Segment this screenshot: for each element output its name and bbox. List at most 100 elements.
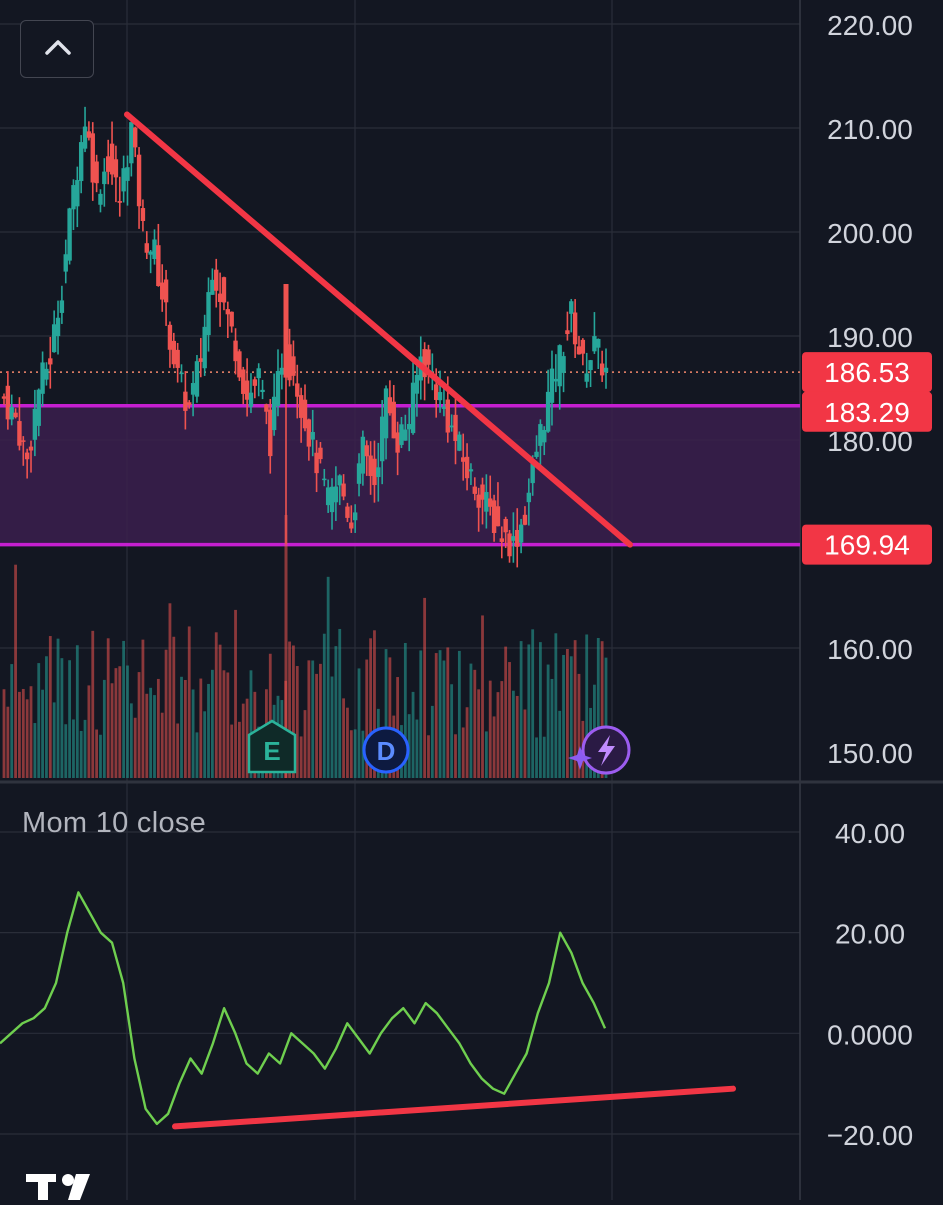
- volume-bar: [29, 686, 33, 778]
- volume-bar: [469, 663, 473, 778]
- momentum-axis-tick: 0.0000: [827, 1019, 913, 1050]
- volume-bar: [75, 645, 79, 778]
- candle-body: [341, 483, 346, 497]
- volume-bar: [384, 649, 388, 778]
- volume-bar: [307, 660, 311, 778]
- candle-body: [171, 340, 176, 365]
- volume-bar: [141, 639, 145, 778]
- volume-bar: [415, 719, 419, 778]
- volume-bar: [183, 679, 187, 778]
- candle-body: [599, 363, 605, 376]
- volume-bar: [361, 730, 365, 778]
- candle-body: [13, 412, 18, 418]
- price-axis-tick: 150.00: [827, 738, 913, 769]
- candle-body: [387, 397, 393, 414]
- candle-body: [310, 431, 315, 440]
- volume-bar: [558, 710, 562, 778]
- volume-bar: [37, 663, 41, 778]
- candle-body: [306, 419, 312, 447]
- earnings-marker-icon[interactable]: E: [247, 719, 297, 774]
- candle-body: [488, 498, 493, 507]
- price-axis-layer: 220.00210.00200.00190.00180.00160.00150.…: [827, 10, 913, 1151]
- volume-bar: [2, 689, 6, 778]
- candle-body: [545, 391, 551, 432]
- candle-body: [21, 440, 26, 442]
- volume-bar: [72, 719, 75, 778]
- candle-body: [603, 367, 609, 373]
- candle-body: [275, 371, 281, 406]
- candle-body: [90, 133, 95, 183]
- candle-body: [268, 409, 273, 457]
- volume-bar: [319, 663, 322, 778]
- volume-bar: [114, 668, 118, 778]
- candle-body: [491, 500, 497, 534]
- volume-bar: [538, 642, 542, 778]
- volume-bar: [99, 734, 102, 778]
- volume-bar: [168, 603, 172, 778]
- volume-bar: [249, 670, 253, 778]
- volume-bar: [496, 692, 500, 778]
- volume-bar: [41, 689, 44, 778]
- candle-body: [588, 360, 593, 371]
- candle-body: [295, 383, 300, 397]
- volume-bar: [500, 681, 504, 778]
- volume-bar: [600, 641, 604, 778]
- volume-bar: [95, 729, 99, 778]
- candle-body: [98, 193, 103, 205]
- volume-bar: [33, 723, 37, 778]
- volume-bar: [230, 724, 234, 778]
- candle-body: [125, 167, 130, 181]
- candle-body: [345, 506, 350, 518]
- candle-body: [553, 378, 559, 382]
- candle-body: [329, 486, 335, 513]
- candle-body: [511, 536, 516, 541]
- candle-body: [518, 524, 524, 543]
- candle-body: [364, 445, 369, 457]
- dividend-marker-icon[interactable]: D: [362, 726, 410, 774]
- candle-body: [198, 358, 204, 362]
- volume-bar: [569, 656, 573, 778]
- momentum-trendline: [172, 1085, 736, 1130]
- candle-body: [298, 395, 304, 418]
- volume-bar: [550, 678, 554, 778]
- candle-body: [221, 277, 227, 303]
- candle-body: [557, 345, 562, 387]
- volume-bar: [187, 626, 191, 778]
- volume-bar: [396, 677, 400, 778]
- candle-body: [175, 349, 180, 368]
- dividend-marker-shape: [362, 726, 410, 774]
- current-price-label: 186.53: [824, 357, 910, 388]
- volume-bar: [311, 660, 315, 778]
- volume-bar: [79, 730, 83, 778]
- volume-bar: [434, 653, 438, 778]
- volume-bar: [303, 710, 307, 778]
- candle-body: [572, 312, 578, 345]
- candle-body: [5, 385, 11, 420]
- price-axis-tick: 210.00: [827, 114, 913, 145]
- candle-body: [426, 349, 431, 365]
- volume-bar: [284, 515, 288, 778]
- volume-bar: [268, 653, 272, 778]
- tradingview-logo-icon[interactable]: [24, 1170, 104, 1200]
- volume-bar: [531, 629, 535, 778]
- volume-bar: [180, 676, 183, 778]
- collapse-button[interactable]: [20, 20, 94, 78]
- candle-body: [561, 356, 566, 373]
- volume-bar: [207, 683, 210, 778]
- flash-marker-icon[interactable]: [568, 725, 631, 775]
- candle-body: [414, 374, 420, 394]
- volume-bar: [411, 691, 415, 778]
- candle-body: [183, 391, 188, 411]
- candle-body: [279, 367, 285, 375]
- volume-bar: [484, 731, 488, 778]
- candle-body: [383, 388, 389, 439]
- volume-bar: [511, 690, 515, 778]
- candle-body: [179, 372, 184, 375]
- candle-body: [437, 392, 443, 401]
- volume-bar: [357, 668, 361, 778]
- volume-bar: [365, 659, 369, 778]
- volume-bar: [604, 657, 608, 778]
